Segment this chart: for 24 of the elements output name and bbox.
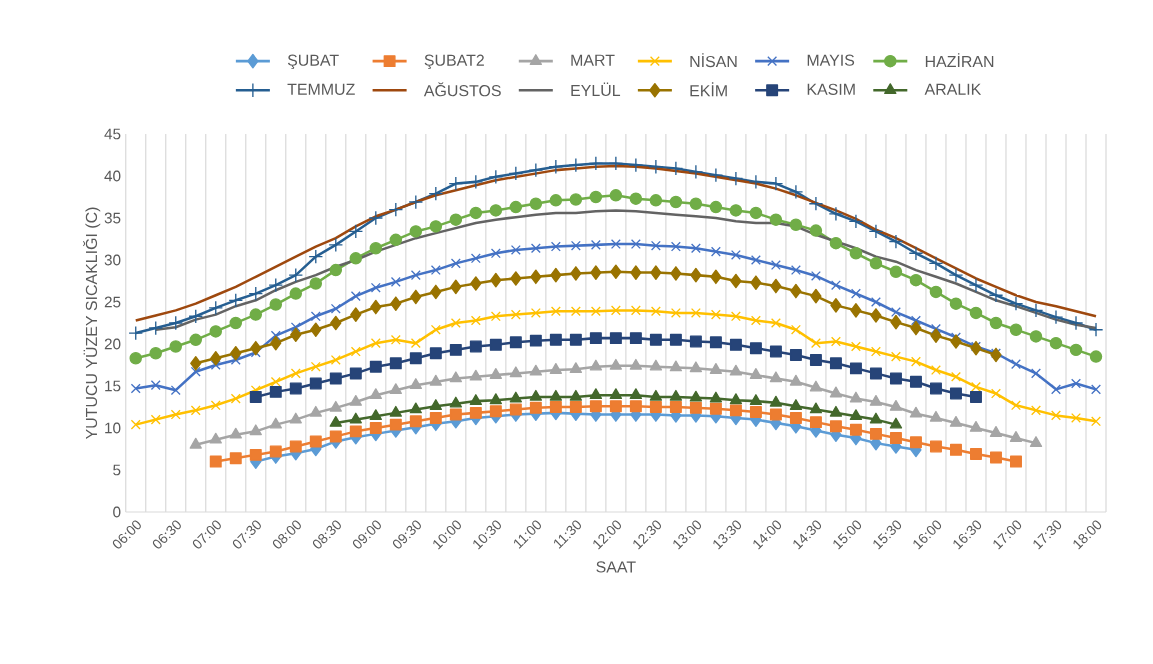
y-tick-label: 40 [104,170,121,182]
y-tick-label: 20 [104,338,121,350]
legend-label: EKİM [690,82,727,97]
y-tick-label: 30 [104,254,121,266]
legend-label: MAYIS [807,54,855,66]
y-tick-label: 10 [105,422,121,434]
legend-label: HAZİRAN [925,53,994,68]
y-tick-label: 45 [104,128,121,140]
legend-label: EYLÜL [571,82,621,97]
legend-label: TEMMUZ [287,83,355,95]
y-tick-label: 15 [105,380,121,392]
legend-label: KASIM [807,83,855,95]
legend-label: MART [571,54,615,66]
y-tick-label: 5 [113,464,121,476]
legend-label: ŞUBAT2 [424,54,484,70]
legend-label: NİSAN [690,53,737,68]
y-tick-label: 35 [104,212,121,224]
legend-label: ARALIK [924,83,982,95]
y-tick-label: 0 [113,506,121,518]
y-axis-title: YUTUCU YÜZEY SICAKLIĞI (C) [83,207,101,440]
y-tick-label: 25 [104,296,121,308]
x-axis-title: SAAT [596,561,636,573]
legend-label: AĞUSTOS [423,82,501,97]
legend-label: ŞUBAT [287,54,339,70]
